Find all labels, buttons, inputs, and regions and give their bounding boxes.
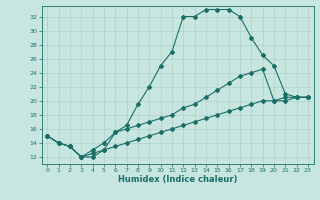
X-axis label: Humidex (Indice chaleur): Humidex (Indice chaleur) — [118, 175, 237, 184]
